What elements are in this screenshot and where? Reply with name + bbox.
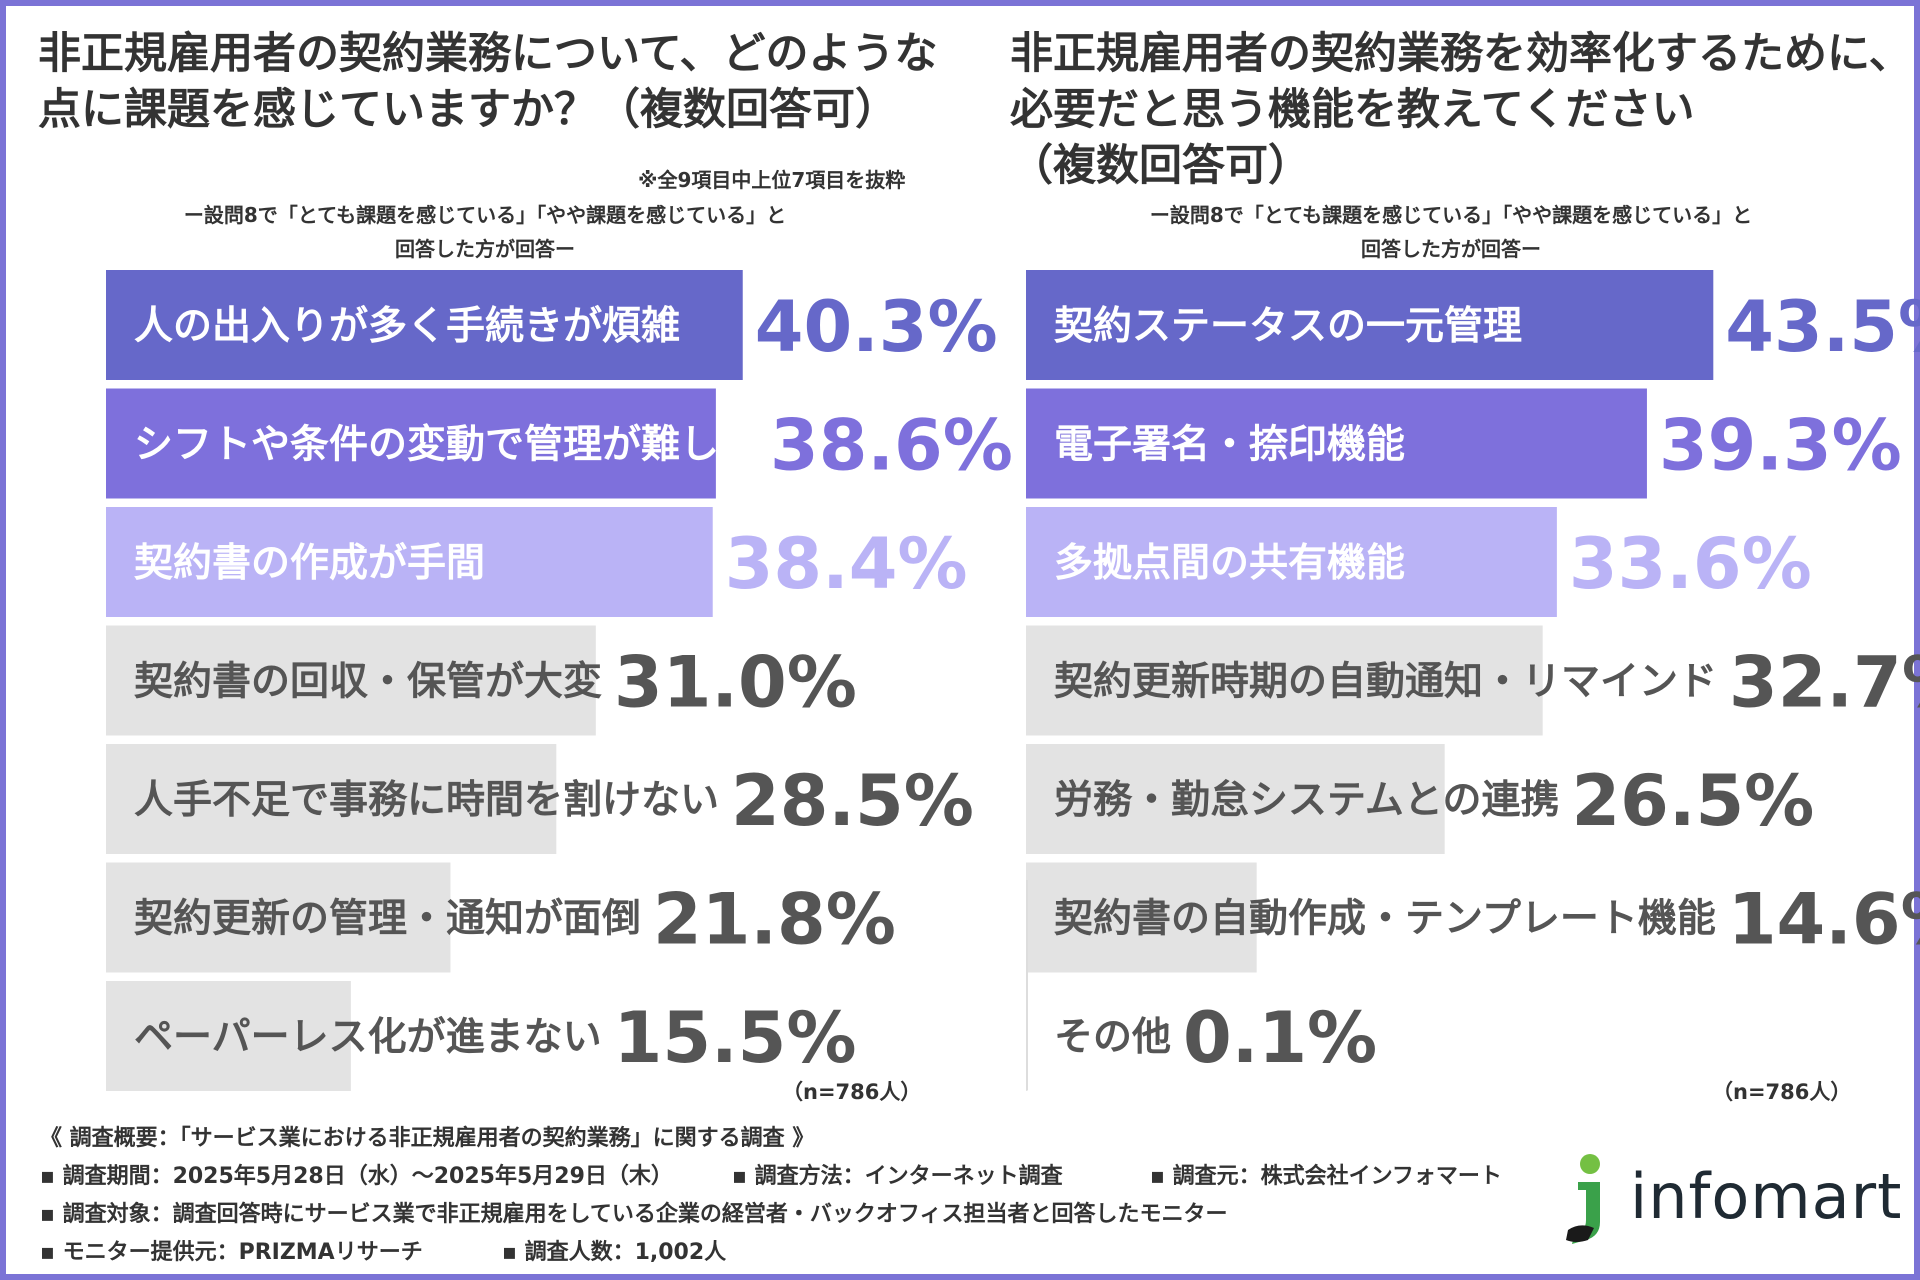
- survey-meta-row: ▪ 調査期間：2025年5月28日（水）〜2025年5月29日（木） ▪ 調査方法…: [40, 1158, 1570, 1196]
- right-question-title: 非正規雇用者の契約業務を効率化するために、 必要だと思う機能を教えてください （…: [1010, 29, 1912, 191]
- right-bar-2: [1026, 388, 1647, 499]
- right-bar-value-6: 14.6%: [1728, 879, 1920, 961]
- right-bar-label-5: 労務・勤怠システムとの連携: [1054, 778, 1559, 823]
- survey-target: ▪ 調査対象：調査回答時にサービス業で非正規雇用をしている企業の経営者・バックオ…: [40, 1202, 1228, 1227]
- left-bar-label-6: 契約更新の管理・通知が面倒: [134, 897, 641, 942]
- right-bar-4: [1026, 625, 1543, 736]
- right-bar-value-7: 0.1%: [1183, 997, 1377, 1079]
- left-note: ※全9項目中上位7項目を抜粋: [638, 168, 906, 192]
- survey-meta-row-2: ▪ モニター提供元：PRIZMAリサーチ ▪ 調査人数：1,002人: [40, 1234, 1570, 1272]
- survey-count: ▪ 調査人数：1,002人: [502, 1240, 727, 1265]
- left-bar-value-2: 38.6%: [770, 405, 1013, 487]
- right-bar-6: [1026, 862, 1257, 973]
- right-bar-value-5: 26.5%: [1571, 760, 1814, 842]
- panel-divider: [1026, 880, 1028, 1090]
- survey-provider: ▪ モニター提供元：PRIZMAリサーチ: [40, 1240, 423, 1265]
- left-bar-5: [106, 744, 557, 854]
- survey-source: ▪ 調査元：株式会社インフォマート: [1150, 1164, 1502, 1189]
- left-bar-value-3: 38.4%: [725, 523, 968, 605]
- left-bar-label-1: 人の出入りが多く手続きが煩雑: [134, 304, 680, 349]
- left-bar-2: [106, 388, 716, 499]
- right-bar-5: [1026, 744, 1445, 854]
- right-bar-label-3: 多拠点間の共有機能: [1054, 541, 1405, 586]
- right-sample-size: （n=786人）: [1712, 1080, 1852, 1104]
- right-bar-value-4: 32.7%: [1729, 642, 1920, 724]
- right-bar-label-6: 契約書の自動作成・テンプレート機能: [1054, 897, 1716, 942]
- right-bar-label-4: 契約更新時期の自動通知・リマインド: [1054, 660, 1717, 705]
- left-bar-1: [106, 270, 743, 380]
- left-bar-value-5: 28.5%: [731, 760, 974, 842]
- right-bar-label-7: その他: [1054, 1015, 1171, 1060]
- left-bar-label-3: 契約書の作成が手間: [134, 541, 485, 586]
- left-bar-6: [106, 862, 451, 973]
- left-bar-3: [106, 507, 713, 617]
- right-bar-value-1: 43.5%: [1725, 286, 1920, 368]
- left-bar-value-6: 21.8%: [653, 879, 896, 961]
- left-bar-label-4: 契約書の回収・保管が大変: [134, 660, 602, 705]
- left-bar-label-2: シフトや条件の変動で管理が難しい: [134, 423, 758, 468]
- left-bar-7: [106, 981, 351, 1091]
- survey-overview-title: 《 調査概要：「サービス業における非正規雇用者の契約業務」に関する調査 》: [40, 1126, 815, 1151]
- right-bar-label-2: 電子署名・捺印機能: [1054, 423, 1405, 468]
- logo-wordmark: infomart: [1630, 1160, 1903, 1233]
- survey-method: ▪ 調査方法：インターネット調査: [732, 1164, 1063, 1189]
- right-bar-1: [1026, 270, 1714, 380]
- infomart-logo: infomart: [1560, 1148, 1901, 1248]
- left-bar-4: [106, 625, 596, 736]
- left-question-title: 非正規雇用者の契約業務について、どのような 点に課題を感じていますか？（複数回答…: [38, 29, 938, 135]
- right-bar-3: [1026, 507, 1557, 617]
- left-bar-value-4: 31.0%: [614, 642, 857, 724]
- left-bar-label-5: 人手不足で事務に時間を割けない: [134, 778, 719, 823]
- infomart-mark-icon: [1566, 1154, 1600, 1244]
- right-bar-value-2: 39.3%: [1659, 405, 1902, 487]
- left-subtitle: ー設問8で「とても課題を感じている」「やや課題を感じている」と 回答した方が回答…: [183, 203, 787, 261]
- survey-period: ▪ 調査期間：2025年5月28日（水）〜2025年5月29日（木）: [40, 1164, 673, 1189]
- left-sample-size: （n=786人）: [782, 1080, 922, 1104]
- right-bar-label-1: 契約ステータスの一元管理: [1054, 304, 1522, 349]
- left-bar-label-7: ペーパーレス化が進まない: [134, 1015, 602, 1060]
- right-subtitle: ー設問8で「とても課題を感じている」「やや課題を感じている」と 回答した方が回答…: [1149, 203, 1753, 261]
- right-bar-value-3: 33.6%: [1569, 523, 1812, 605]
- survey-overview: 《 調査概要：「サービス業における非正規雇用者の契約業務」に関する調査 》 ▪ …: [40, 1120, 1570, 1272]
- left-bar-value-7: 15.5%: [614, 997, 857, 1079]
- left-bar-value-1: 40.3%: [755, 286, 998, 368]
